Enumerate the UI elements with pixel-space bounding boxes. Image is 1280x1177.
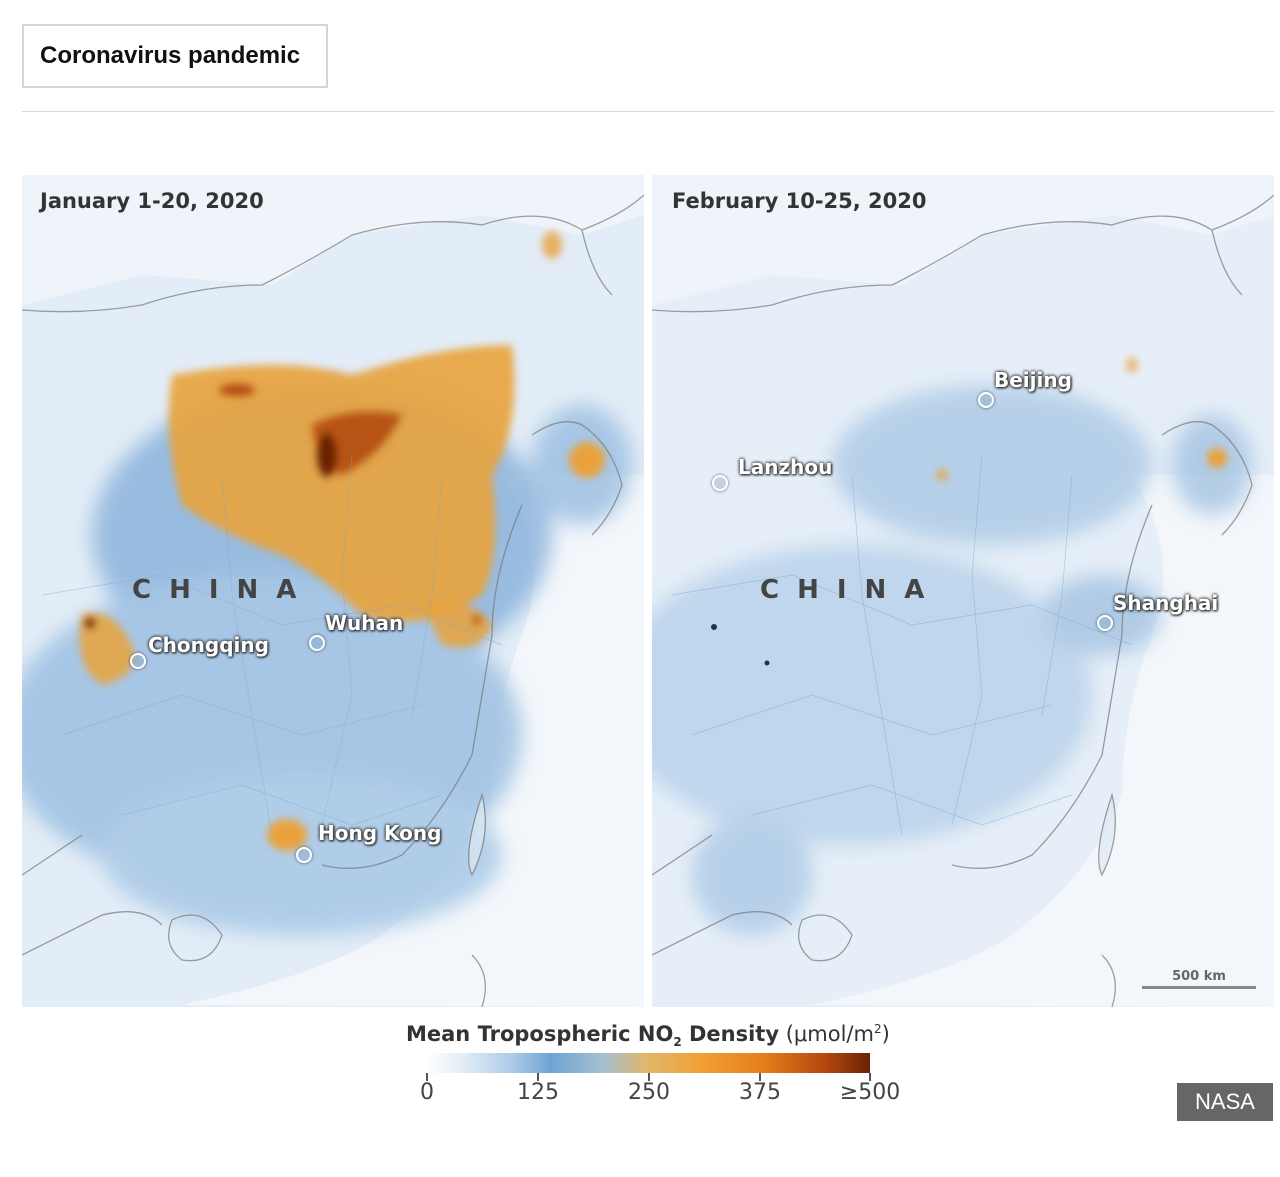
scale-line xyxy=(1142,986,1256,989)
map-january-date: January 1-20, 2020 xyxy=(40,189,264,213)
legend-tick xyxy=(537,1073,539,1081)
scale-label: 500 km xyxy=(1172,969,1226,984)
city-label: Lanzhou xyxy=(738,455,833,479)
map-february: February 10-25, 2020 CHINA Beijing Lanzh… xyxy=(652,175,1274,1007)
legend-tick xyxy=(426,1073,428,1081)
city-label: Chongqing xyxy=(148,633,269,657)
city-marker xyxy=(712,475,728,491)
legend-title: Mean Tropospheric NO2 Density (μmol/m2) xyxy=(406,1022,890,1049)
legend-tick-label: 250 xyxy=(628,1080,670,1105)
legend-unit: (μmol/m2) xyxy=(785,1022,890,1046)
legend-tick xyxy=(759,1073,761,1081)
legend-tick xyxy=(869,1073,871,1081)
legend-tick-label: ≥500 xyxy=(839,1080,901,1105)
color-legend: Mean Tropospheric NO2 Density (μmol/m2) … xyxy=(404,1020,904,1110)
city-marker xyxy=(130,653,146,669)
city-marker xyxy=(296,847,312,863)
topic-tag[interactable]: Coronavirus pandemic xyxy=(22,24,328,88)
legend-tick xyxy=(648,1073,650,1081)
legend-tick-label: 125 xyxy=(517,1080,559,1105)
legend-tick-label: 0 xyxy=(420,1080,434,1105)
city-label: Wuhan xyxy=(325,611,404,635)
city-label: Hong Kong xyxy=(318,821,442,845)
map-january-image xyxy=(22,175,644,1007)
city-label: Beijing xyxy=(994,368,1072,392)
city-marker xyxy=(978,392,994,408)
country-label-china: CHINA xyxy=(760,575,943,605)
map-february-date: February 10-25, 2020 xyxy=(672,189,927,213)
map-february-image xyxy=(652,175,1274,1007)
map-january: January 1-20, 2020 CHINA Chongqing Wuhan… xyxy=(22,175,644,1007)
legend-title-main: Mean Tropospheric NO xyxy=(406,1022,674,1046)
legend-title-sub: 2 xyxy=(673,1035,682,1050)
scale-bar: 500 km xyxy=(1142,969,1256,989)
image-credit: NASA xyxy=(1177,1083,1273,1121)
legend-title-rest: Density xyxy=(681,1022,780,1046)
divider xyxy=(22,111,1274,112)
country-label-china: CHINA xyxy=(132,575,315,605)
legend-tick-label: 375 xyxy=(739,1080,781,1105)
legend-gradient xyxy=(426,1053,870,1073)
no2-comparison-figure: January 1-20, 2020 CHINA Chongqing Wuhan… xyxy=(22,175,1274,1007)
city-marker xyxy=(1097,615,1113,631)
city-label: Shanghai xyxy=(1113,591,1219,615)
city-marker xyxy=(309,635,325,651)
